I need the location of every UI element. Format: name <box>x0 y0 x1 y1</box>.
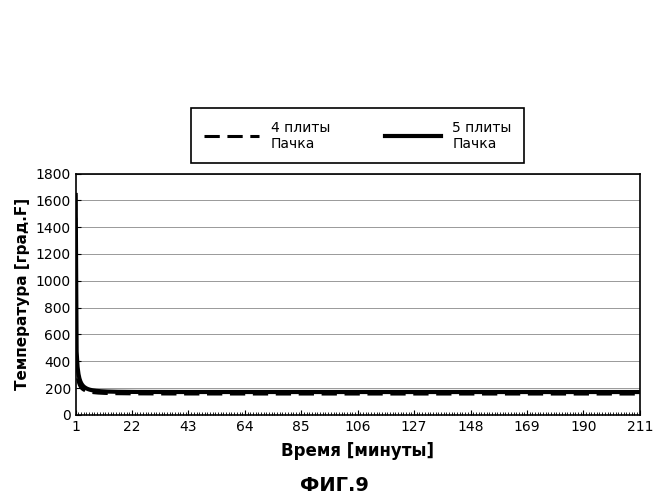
Legend: 4 плиты
Пачка, 5 плиты
Пачка: 4 плиты Пачка, 5 плиты Пачка <box>192 108 524 164</box>
X-axis label: Время [минуты]: Время [минуты] <box>281 442 434 460</box>
Y-axis label: Температура [град.F]: Температура [град.F] <box>15 198 30 390</box>
Text: ФИГ.9: ФИГ.9 <box>299 476 369 495</box>
